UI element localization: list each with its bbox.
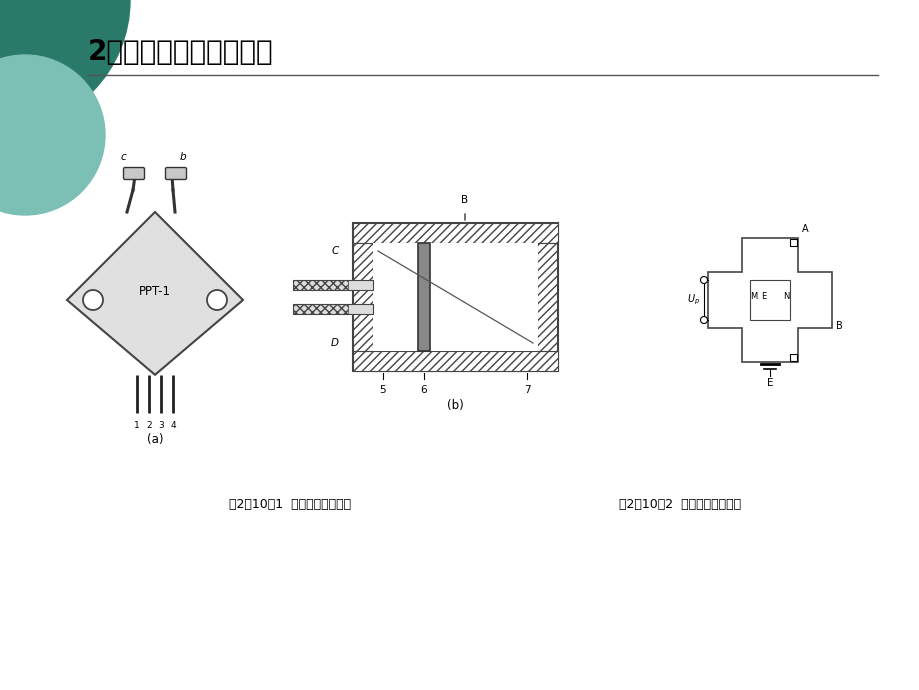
Text: c: c (120, 152, 126, 162)
Text: N: N (782, 293, 789, 302)
Text: 1: 1 (134, 421, 140, 430)
Text: D: D (331, 338, 338, 348)
Text: M: M (750, 293, 757, 302)
Text: 2、差压传感器测量原理: 2、差压传感器测量原理 (88, 38, 273, 66)
Bar (292, 304, 347, 314)
Text: E: E (761, 293, 766, 302)
Text: 5: 5 (380, 385, 386, 395)
FancyBboxPatch shape (123, 168, 144, 179)
Bar (292, 280, 347, 290)
Circle shape (699, 317, 707, 324)
Circle shape (207, 290, 227, 310)
Text: 4: 4 (170, 421, 176, 430)
FancyBboxPatch shape (165, 168, 187, 179)
Bar (353, 351, 558, 371)
Circle shape (0, 0, 130, 130)
Circle shape (0, 55, 105, 215)
Bar (789, 354, 796, 361)
Text: b: b (179, 152, 187, 162)
Text: $U_p$: $U_p$ (686, 293, 699, 307)
Bar (292, 304, 372, 314)
Bar (292, 280, 372, 290)
Text: C: C (332, 246, 338, 256)
Bar (353, 223, 558, 243)
Bar (417, 243, 429, 351)
Text: E: E (766, 378, 772, 388)
Text: 图2－10－2  十字形四端应变片: 图2－10－2 十字形四端应变片 (618, 498, 741, 511)
Text: 图2－10－1  差压传感器的结构: 图2－10－1 差压传感器的结构 (229, 498, 351, 511)
Text: PPT-1: PPT-1 (139, 286, 171, 299)
Text: (b): (b) (446, 399, 463, 412)
Bar (353, 223, 558, 371)
Bar (749, 280, 789, 320)
Text: 7: 7 (523, 385, 529, 395)
Polygon shape (67, 212, 243, 375)
Text: 2: 2 (146, 421, 152, 430)
Circle shape (699, 277, 707, 284)
Text: B: B (835, 321, 842, 331)
Text: (a): (a) (147, 433, 163, 446)
Text: 6: 6 (420, 385, 426, 395)
Bar (372, 243, 538, 351)
Bar (537, 243, 556, 351)
Polygon shape (708, 238, 831, 362)
Circle shape (83, 290, 103, 310)
Text: 3: 3 (158, 421, 164, 430)
Text: A: A (801, 224, 808, 234)
Text: B: B (461, 195, 468, 205)
Bar (789, 239, 796, 246)
Bar (353, 243, 372, 351)
